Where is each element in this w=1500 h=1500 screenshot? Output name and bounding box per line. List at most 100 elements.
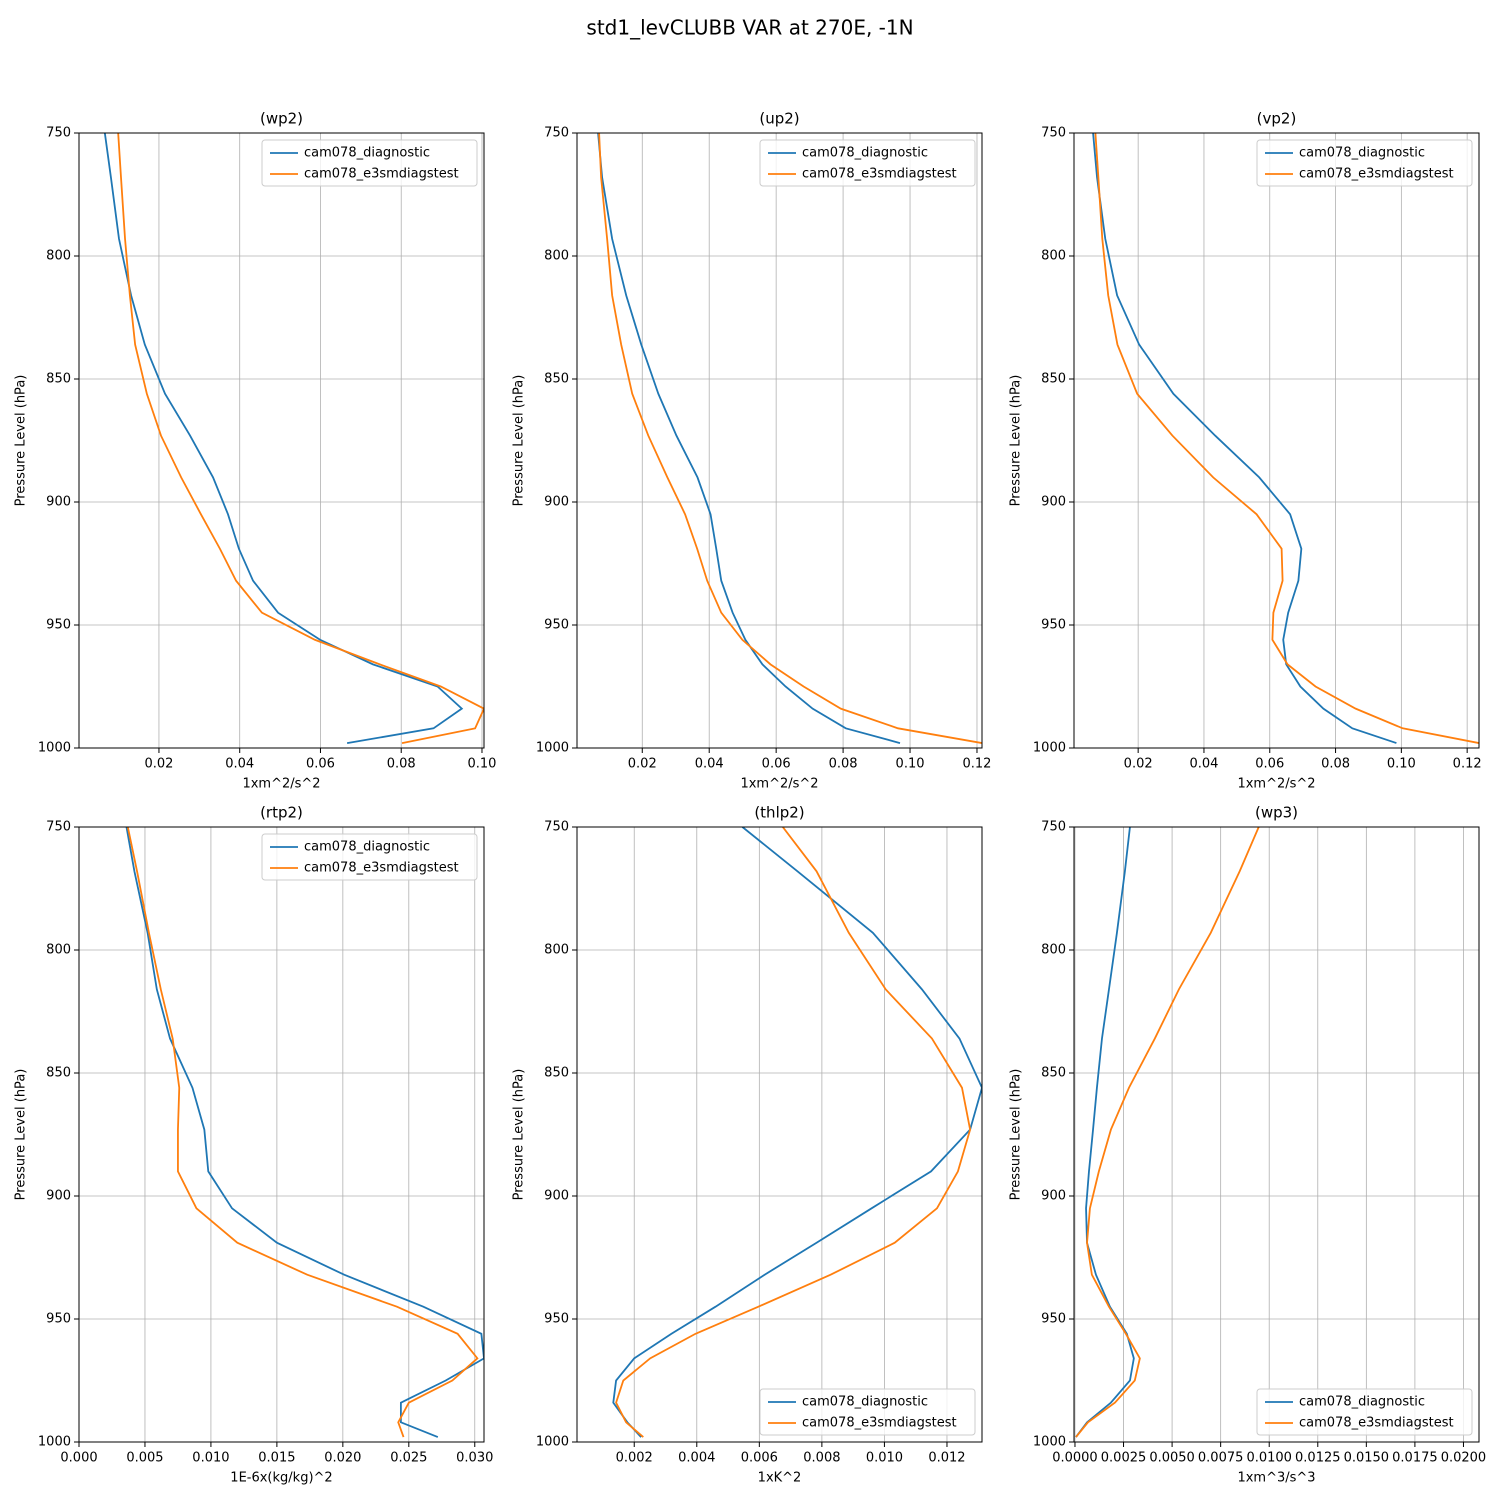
legend-label: cam078_diagnostic	[802, 146, 928, 161]
legend: cam078_diagnostic cam078_e3smdiagstest	[261, 139, 478, 187]
legend-label: cam078_diagnostic	[304, 146, 430, 161]
x-tick-label: 0.025	[390, 1451, 427, 1466]
series-line	[1094, 133, 1479, 744]
y-tick-label: 750	[46, 820, 71, 835]
x-tick-label: 0.002	[616, 1451, 653, 1466]
x-tick-label: 0.06	[306, 757, 335, 772]
x-tick-label: 0.06	[1255, 757, 1284, 772]
legend-box	[261, 833, 478, 881]
series-line	[615, 827, 972, 1438]
x-tick-label: 0.030	[456, 1451, 493, 1466]
y-tick-label: 850	[46, 1066, 71, 1081]
x-tick-label: 0.0000	[1052, 1451, 1098, 1466]
x-tick-label: 0.12	[963, 757, 992, 772]
legend-label: cam078_diagnostic	[802, 1395, 928, 1410]
x-tick-label: 0.06	[762, 757, 791, 772]
y-tick-label: 850	[1041, 372, 1066, 387]
axes-frame	[1073, 826, 1480, 1443]
x-axis-label: 1xm^2/s^2	[242, 777, 320, 792]
legend-box	[759, 139, 976, 187]
series-line	[117, 133, 484, 744]
x-tick-label: 0.000	[60, 1451, 97, 1466]
subplot: 0.0000 0.0025 0.0050 0.0075 0.0100 0.0125 0.01…	[1009, 804, 1487, 1486]
y-tick-label: 800	[46, 249, 71, 264]
subplot: 0.02 0.04 0.06 0.08 0.10 0.12 750 800 850 900 950 1…	[1009, 110, 1482, 792]
legend-label: cam078_e3smdiagstest	[1299, 167, 1454, 182]
x-tick-label: 0.004	[678, 1451, 715, 1466]
y-tick-label: 850	[46, 372, 71, 387]
legend-label: cam078_e3smdiagstest	[304, 167, 459, 182]
x-tick-label: 0.020	[324, 1451, 361, 1466]
x-tick-label: 0.0150	[1344, 1451, 1390, 1466]
x-tick-label: 0.010	[866, 1451, 903, 1466]
legend-label: cam078_e3smdiagstest	[1299, 1416, 1454, 1431]
x-tick-label: 0.006	[741, 1451, 778, 1466]
subplot-title: (up2)	[759, 110, 799, 128]
axes-frame	[78, 132, 485, 749]
x-tick-label: 0.10	[468, 757, 497, 772]
subplot-title: (thlp2)	[754, 804, 804, 822]
x-tick-label: 0.010	[192, 1451, 229, 1466]
legend-box	[1256, 1388, 1473, 1436]
y-tick-label: 850	[544, 372, 569, 387]
y-tick-label: 1000	[536, 741, 569, 756]
series-line	[597, 133, 901, 744]
x-tick-label: 0.10	[896, 757, 925, 772]
x-tick-label: 0.04	[1189, 757, 1218, 772]
y-tick-label: 750	[1041, 820, 1066, 835]
y-tick-label: 950	[544, 618, 569, 633]
subplot-title: (rtp2)	[260, 804, 303, 822]
x-tick-label: 0.0175	[1392, 1451, 1438, 1466]
x-tick-label: 0.08	[1321, 757, 1350, 772]
y-tick-label: 750	[1041, 126, 1066, 141]
legend-box	[261, 139, 478, 187]
x-axis-label: 1xK^2	[758, 1471, 802, 1486]
y-tick-label: 850	[1041, 1066, 1066, 1081]
y-tick-label: 1000	[1033, 741, 1066, 756]
y-tick-label: 800	[46, 943, 71, 958]
y-tick-label: 750	[46, 126, 71, 141]
x-tick-label: 0.005	[126, 1451, 163, 1466]
y-tick-label: 900	[544, 495, 569, 510]
y-tick-label: 950	[1041, 618, 1066, 633]
x-tick-label: 0.0050	[1149, 1451, 1195, 1466]
y-tick-label: 950	[46, 618, 71, 633]
y-axis-label: Pressure Level (hPa)	[512, 375, 527, 507]
series-line	[612, 827, 982, 1438]
series-line	[1092, 133, 1397, 744]
y-tick-label: 800	[1041, 249, 1066, 264]
legend: cam078_diagnostic cam078_e3smdiagstest	[1256, 1388, 1473, 1436]
x-axis-label: 1xm^3/s^3	[1237, 1471, 1315, 1486]
subplot: 0.02 0.04 0.06 0.08 0.10 750 800 850 900 950 1000 (…	[14, 110, 497, 792]
x-tick-label: 0.0125	[1295, 1451, 1341, 1466]
x-tick-label: 0.10	[1387, 757, 1416, 772]
x-tick-label: 0.08	[387, 757, 416, 772]
y-tick-label: 1000	[536, 1435, 569, 1450]
y-tick-label: 900	[544, 1189, 569, 1204]
legend: cam078_diagnostic cam078_e3smdiagstest	[261, 833, 478, 881]
legend: cam078_diagnostic cam078_e3smdiagstest	[759, 139, 976, 187]
y-tick-label: 950	[46, 1312, 71, 1327]
y-tick-label: 1000	[38, 1435, 71, 1450]
y-tick-label: 950	[1041, 1312, 1066, 1327]
x-tick-label: 0.12	[1453, 757, 1482, 772]
legend-box	[759, 1388, 976, 1436]
x-tick-label: 0.04	[225, 757, 254, 772]
subplot-title: (wp3)	[1255, 804, 1298, 822]
y-tick-label: 800	[544, 249, 569, 264]
x-tick-label: 0.02	[1124, 757, 1153, 772]
axes-frame	[1073, 132, 1480, 749]
x-tick-label: 0.0200	[1441, 1451, 1487, 1466]
legend: cam078_diagnostic cam078_e3smdiagstest	[759, 1388, 976, 1436]
series-line	[125, 827, 484, 1438]
y-axis-label: Pressure Level (hPa)	[1009, 1069, 1024, 1201]
y-axis-label: Pressure Level (hPa)	[14, 1069, 29, 1201]
y-axis-label: Pressure Level (hPa)	[14, 375, 29, 507]
y-tick-label: 950	[544, 1312, 569, 1327]
legend-label: cam078_e3smdiagstest	[304, 861, 459, 876]
y-tick-label: 750	[544, 126, 569, 141]
legend-label: cam078_diagnostic	[1299, 1395, 1425, 1410]
x-tick-label: 0.08	[829, 757, 858, 772]
subplot-title: (wp2)	[260, 110, 303, 128]
x-axis-label: 1E-6x(kg/kg)^2	[230, 1471, 332, 1486]
